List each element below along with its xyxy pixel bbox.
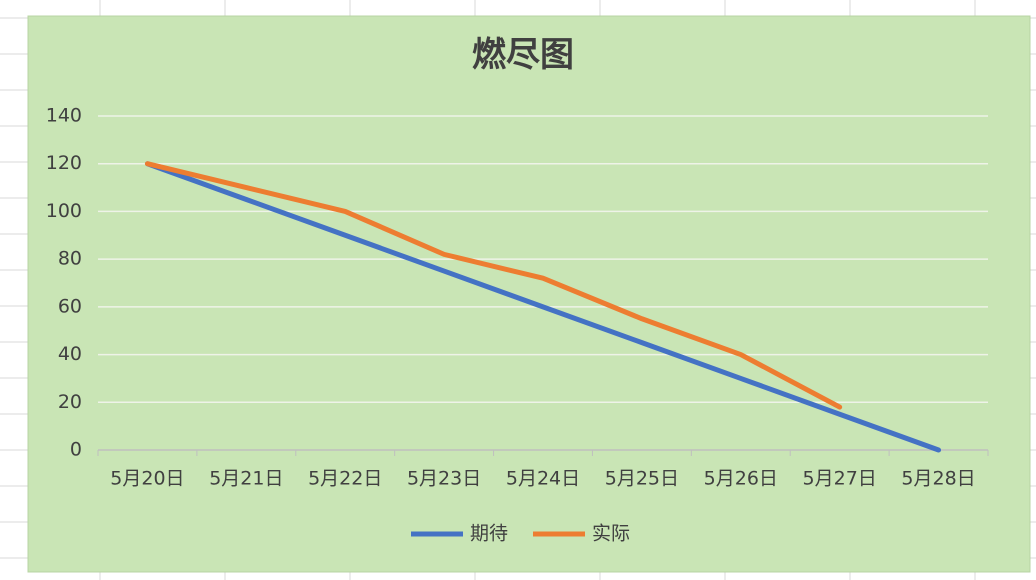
x-tick-label: 5月25日 [605,468,679,490]
x-tick-label: 5月22日 [308,468,382,490]
x-tick-label: 5月20日 [110,468,184,490]
x-tick-label: 5月23日 [407,468,481,490]
x-tick-label: 5月27日 [803,468,877,490]
y-tick-label: 0 [70,439,82,461]
line-series [144,161,843,410]
x-tick-label: 5月26日 [704,468,778,490]
y-tick-label: 100 [46,200,82,222]
y-tick-label: 80 [58,248,82,270]
line-series [144,161,942,453]
x-tick-label: 5月28日 [901,468,975,490]
chart-area [27,15,1031,573]
y-tick-label: 120 [46,152,82,174]
y-tick-label: 60 [58,295,82,317]
chart-title: 燃尽图 [472,35,574,75]
legend-label: 期待 [470,523,508,545]
legend-label: 实际 [592,523,630,545]
x-tick-label: 5月24日 [506,468,580,490]
y-tick-label: 140 [46,105,82,127]
y-tick-label: 40 [58,343,82,365]
y-tick-label: 20 [58,391,82,413]
x-tick-label: 5月21日 [209,468,283,490]
